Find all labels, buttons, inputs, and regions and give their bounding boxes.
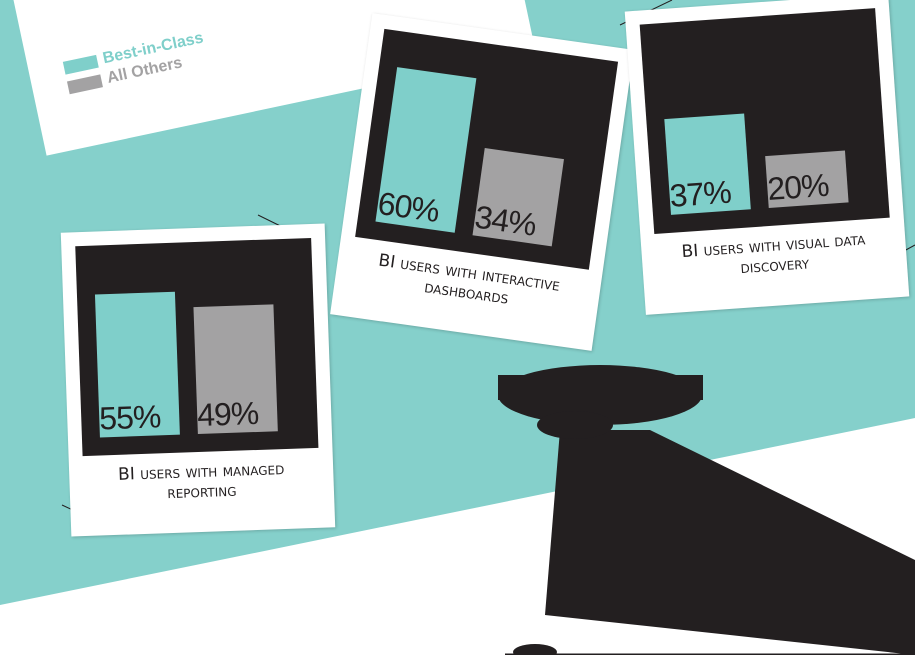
chart-screen: 37% 20% [639, 8, 890, 235]
value-label: 49% [196, 394, 259, 434]
chart-title: BI users with managed reporting [117, 459, 285, 504]
value-label: 37% [668, 173, 732, 214]
polaroid: 60% 34% BI users with interactive dashboar… [330, 13, 634, 351]
polaroid: 37% 20% BI users with visual data discover… [624, 0, 910, 315]
value-label: 55% [98, 398, 161, 437]
chart-screen: 55% 49% [75, 237, 319, 457]
legend-swatch [66, 73, 103, 94]
chart-screen: 60% 34% [355, 28, 619, 270]
polaroid: 55% 49% BI users with managed reporting [60, 223, 336, 537]
value-label: 20% [766, 166, 830, 208]
